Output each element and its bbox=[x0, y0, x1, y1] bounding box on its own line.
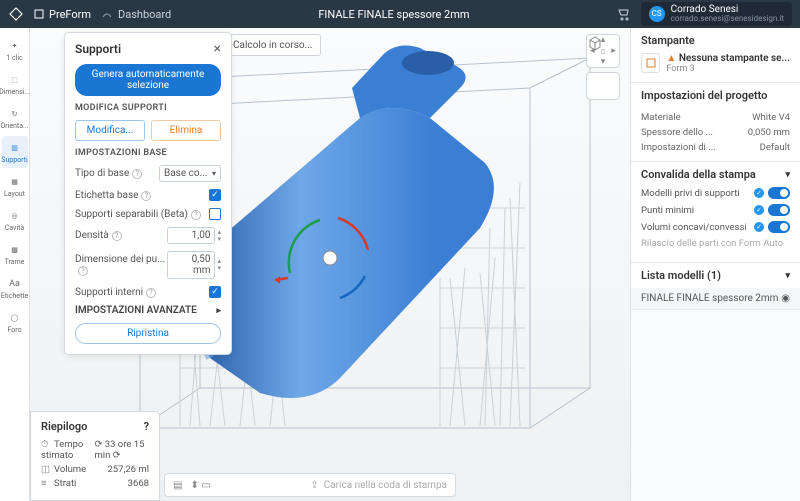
section-modify: MODIFICA SUPPORTI bbox=[75, 103, 221, 113]
summary-panel: Riepilogo? ⏱Tempo stimato⟳ 33 ore 15 min… bbox=[30, 411, 160, 501]
display-mode-icon[interactable]: ▤ bbox=[173, 480, 182, 491]
tool-layout[interactable]: ▦Layout bbox=[2, 170, 28, 202]
base-type-select[interactable]: Base co...▾ bbox=[159, 165, 221, 182]
close-icon[interactable]: × bbox=[214, 41, 221, 57]
tool-supports[interactable]: ▥Supporti bbox=[2, 136, 28, 168]
bottom-bar: ▤ ⬍ ▭ ⇪Carica nella coda di stampa bbox=[164, 473, 456, 497]
advanced-toggle[interactable]: IMPOSTAZIONI AVANZATE▸ bbox=[75, 305, 221, 316]
auto-generate-button[interactable]: Genera automaticamente selezione bbox=[75, 64, 221, 96]
tool-hollow[interactable]: ◎Cavità bbox=[2, 204, 28, 236]
tool-rail: ✦1 clic ⬚Dimensi... ↻Orienta... ▥Support… bbox=[0, 28, 30, 501]
tool-labels[interactable]: AaEtichette bbox=[2, 272, 28, 304]
internal-checkbox[interactable]: ✓ bbox=[209, 286, 221, 298]
tool-hole[interactable]: ◯Foro bbox=[2, 306, 28, 338]
user-email: corrado.senesi@senesidesign.it bbox=[671, 15, 784, 24]
tool-size[interactable]: ⬚Dimensi... bbox=[2, 68, 28, 100]
layer-view-icon[interactable]: ⬍ ▭ bbox=[190, 480, 210, 491]
tool-orient[interactable]: ↻Orienta... bbox=[2, 102, 28, 134]
project-settings-header[interactable]: Impostazioni del progetto bbox=[631, 83, 800, 108]
tool-oneclick[interactable]: ✦1 clic bbox=[2, 34, 28, 66]
edit-button[interactable]: Modifica... bbox=[75, 120, 145, 141]
section-base: IMPOSTAZIONI BASE bbox=[75, 148, 221, 158]
avatar: CS bbox=[649, 6, 665, 22]
app-logo bbox=[8, 6, 24, 22]
reset-button[interactable]: Ripristina bbox=[75, 323, 221, 344]
printer-icon bbox=[641, 53, 660, 73]
density-input[interactable]: 1,00▴▾ bbox=[167, 227, 221, 244]
viewport-3d[interactable]: i Calcolo in corso... ▴◂⌂▸▾ Supporti× Ge… bbox=[30, 28, 630, 501]
validation-header[interactable]: Convalida della stampa▾ bbox=[631, 162, 800, 187]
panel-title: Supporti bbox=[75, 42, 121, 56]
delete-button[interactable]: Elimina bbox=[151, 120, 221, 141]
top-bar: PreForm Dashboard FINALE FINALE spessore… bbox=[0, 0, 800, 28]
filename: FINALE FINALE spessore 2mm bbox=[318, 8, 469, 21]
breakaway-checkbox[interactable]: ✓ bbox=[209, 208, 221, 220]
supports-panel: Supporti × Genera automaticamente selezio… bbox=[64, 32, 232, 355]
tab-dashboard[interactable]: Dashboard bbox=[101, 8, 171, 21]
tab-preform[interactable]: PreForm bbox=[34, 8, 91, 21]
user-menu[interactable]: CS Corrado Senesi corrado.senesi@senesid… bbox=[641, 2, 792, 26]
summary-help-icon[interactable]: ? bbox=[144, 420, 149, 433]
nav-3d: ▴◂⌂▸▾ bbox=[586, 34, 620, 100]
tool-texture[interactable]: ▩Trame bbox=[2, 238, 28, 270]
toggle-volumes[interactable] bbox=[768, 221, 790, 233]
right-panel: Stampante ▲ Nessuna stampante se... Form… bbox=[630, 28, 800, 501]
toggle-supports[interactable] bbox=[768, 187, 790, 199]
toggle-minima[interactable] bbox=[768, 204, 790, 216]
nav-cube[interactable] bbox=[586, 72, 620, 100]
queue-button[interactable]: ⇪Carica nella coda di stampa bbox=[310, 480, 447, 491]
printer-header[interactable]: Stampante bbox=[631, 28, 800, 53]
cart-icon[interactable] bbox=[617, 7, 631, 21]
model-list-header[interactable]: Lista modelli (1)▾ bbox=[631, 263, 800, 288]
visibility-icon[interactable]: ◉ bbox=[781, 293, 790, 304]
touchpoint-input[interactable]: 0,50 mm▴▾ bbox=[167, 251, 221, 279]
label-checkbox[interactable]: ✓ bbox=[209, 189, 221, 201]
model-list-item[interactable]: FINALE FINALE spessore 2mm◉ bbox=[631, 288, 800, 309]
